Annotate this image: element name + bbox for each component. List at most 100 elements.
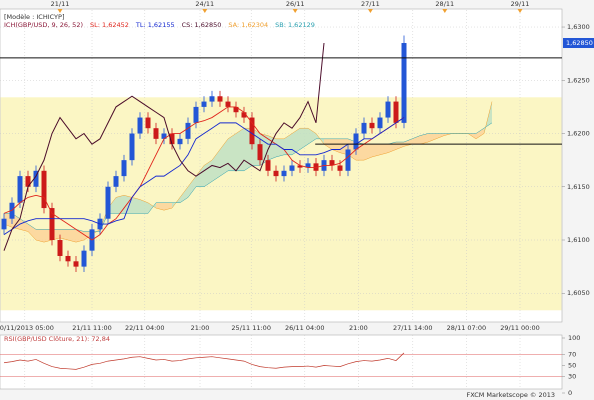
rsi-tick-label: 100 — [568, 334, 580, 342]
cloud-segment — [132, 197, 140, 214]
legend-entry: CS: 1,62850 — [182, 21, 222, 29]
top-date-label: 26/11 — [286, 0, 305, 8]
x-tick-label: 21:00 — [349, 324, 368, 332]
legend-entry: SB: 1,62129 — [275, 21, 315, 29]
cloud-segment — [476, 128, 484, 139]
cloud-segment — [420, 133, 428, 145]
cloud-segment — [372, 144, 380, 157]
top-date-label: 27/11 — [361, 0, 380, 8]
candle-body — [177, 138, 183, 145]
candle-body — [201, 101, 207, 107]
rsi-tick-label: 70 — [568, 351, 576, 359]
candle-body — [161, 133, 167, 139]
candle-body — [257, 144, 263, 161]
cloud-segment — [428, 133, 436, 143]
candle-body — [265, 160, 271, 171]
candle-body — [241, 112, 247, 118]
candle-body — [337, 165, 343, 171]
legend-entry: TL: 1,62155 — [135, 21, 175, 29]
top-date-label: 29/11 — [511, 0, 530, 8]
candle-body — [369, 122, 375, 129]
candle-body — [401, 43, 407, 123]
candle-body — [185, 122, 191, 139]
date-marker — [202, 9, 208, 13]
candle-body — [137, 117, 143, 134]
candle-body — [33, 170, 39, 187]
x-tick-label: 22/11 04:00 — [125, 324, 165, 332]
candle-body — [57, 240, 63, 256]
y-tick-label: 1,6100 — [567, 236, 590, 244]
x-tick-label: 20/11/2013 05:00 — [0, 324, 54, 332]
cloud-segment — [76, 229, 84, 243]
date-marker — [442, 9, 448, 13]
y-tick-label: 1,6300 — [567, 23, 590, 31]
cloud-segment — [268, 135, 276, 161]
date-marker — [367, 9, 373, 13]
candle-body — [305, 163, 311, 168]
candle-body — [17, 176, 23, 203]
cloud-segment — [116, 195, 124, 214]
cloud-segment — [60, 229, 68, 241]
date-marker — [517, 9, 523, 13]
candle-body — [233, 106, 239, 113]
candle-body — [49, 208, 55, 241]
y-tick-label: 1,6200 — [567, 130, 590, 138]
rsi-line — [3, 352, 405, 370]
cloud-segment — [300, 128, 308, 150]
cloud-segment — [236, 128, 244, 171]
legend-subtitle: ICH(GBP/USD, 9, 26, 52) — [4, 21, 83, 29]
indicator-line — [3, 117, 405, 236]
chart-title: [Modèle : ICHICYP] — [4, 13, 64, 21]
candle-body — [9, 202, 15, 219]
cloud-segment — [156, 202, 164, 211]
x-tick-label: 21:00 — [191, 324, 210, 332]
rsi-tick-label: 30 — [568, 373, 576, 381]
candle-body — [153, 128, 159, 139]
cloud-segment — [412, 135, 420, 145]
candle-body — [1, 218, 7, 230]
cloud-segment — [276, 138, 284, 157]
cloud-segment — [188, 176, 196, 198]
candle-body — [217, 96, 223, 102]
rsi-tick-label: 0 — [568, 389, 572, 397]
candle-body — [329, 160, 335, 166]
top-date-label: 24/11 — [195, 0, 214, 8]
cloud-segment — [228, 133, 236, 171]
credit: FXCM Marketscope © 2013 — [466, 391, 555, 399]
date-marker — [292, 9, 298, 13]
last-price-box — [563, 38, 594, 49]
candle-body — [105, 186, 111, 219]
candle-body — [73, 261, 79, 267]
candle-body — [313, 163, 319, 171]
cloud-segment — [380, 144, 388, 155]
x-tick-label: 29/11 00:00 — [500, 324, 540, 332]
candle-body — [81, 250, 87, 267]
cloud-segment — [140, 199, 148, 214]
legend: ICH(GBP/USD, 9, 26, 52) SL: 1,62452 TL: 1,… — [4, 21, 315, 29]
cloud-segment — [436, 133, 444, 139]
y-tick-label: 1,6250 — [567, 76, 590, 84]
candle-body — [353, 133, 359, 150]
top-date-label: 28/11 — [435, 0, 454, 8]
candle-body — [169, 133, 175, 145]
cloud-segment — [292, 128, 300, 155]
candle-body — [225, 101, 231, 107]
candle-body — [393, 101, 399, 123]
top-date-label: 21/11 — [51, 0, 70, 8]
candle-body — [289, 165, 295, 171]
indicator-line — [3, 106, 405, 241]
candle-body — [377, 117, 383, 129]
candle-body — [121, 160, 127, 177]
candle-body — [361, 122, 367, 134]
legend-entry: SA: 1,62304 — [228, 21, 268, 29]
candle-body — [193, 106, 199, 123]
candle-body — [249, 117, 255, 145]
cloud-segment — [36, 229, 44, 243]
legend-entry: SL: 1,62452 — [90, 21, 129, 29]
candle-body — [273, 170, 279, 177]
candle-body — [65, 255, 71, 262]
x-tick-label: 26/11 04:00 — [285, 324, 325, 332]
highlight-band — [0, 97, 562, 311]
x-tick-label: 25/11 11:00 — [231, 324, 271, 332]
